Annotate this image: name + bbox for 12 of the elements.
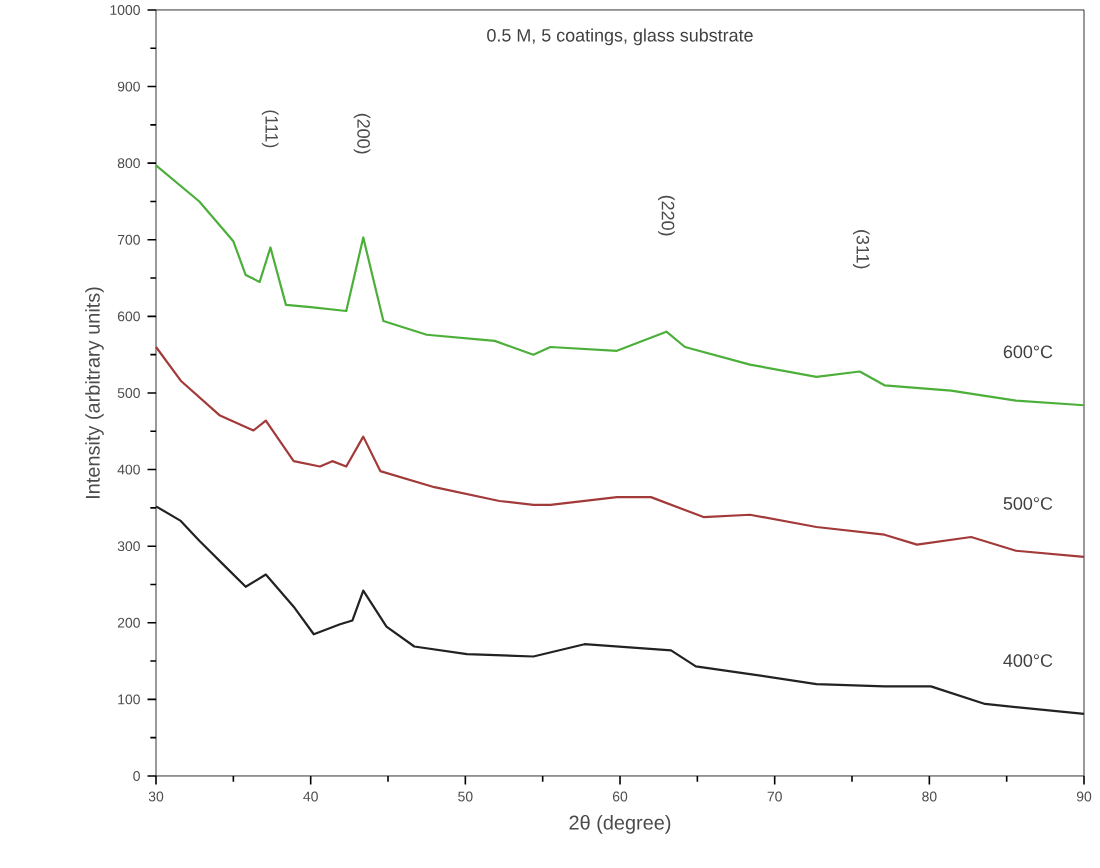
text: 400°C	[1003, 654, 1053, 667]
annotation: (200)	[353, 113, 371, 154]
annotation: (311)	[852, 230, 870, 269]
annotation: (111)	[261, 110, 279, 148]
line-series	[154, 345, 1086, 558]
line-series	[154, 164, 1086, 407]
text: 0.5 M, 5 coatings, glass substrate	[487, 28, 753, 46]
y-axis-title: Intensity (arbitrary units)	[85, 287, 104, 498]
annotation: (220)	[658, 195, 675, 236]
x-axis-title: 2θ (degree)	[569, 815, 671, 834]
series-label: 500°C	[1003, 497, 1053, 510]
text: 600°C	[1003, 345, 1053, 359]
